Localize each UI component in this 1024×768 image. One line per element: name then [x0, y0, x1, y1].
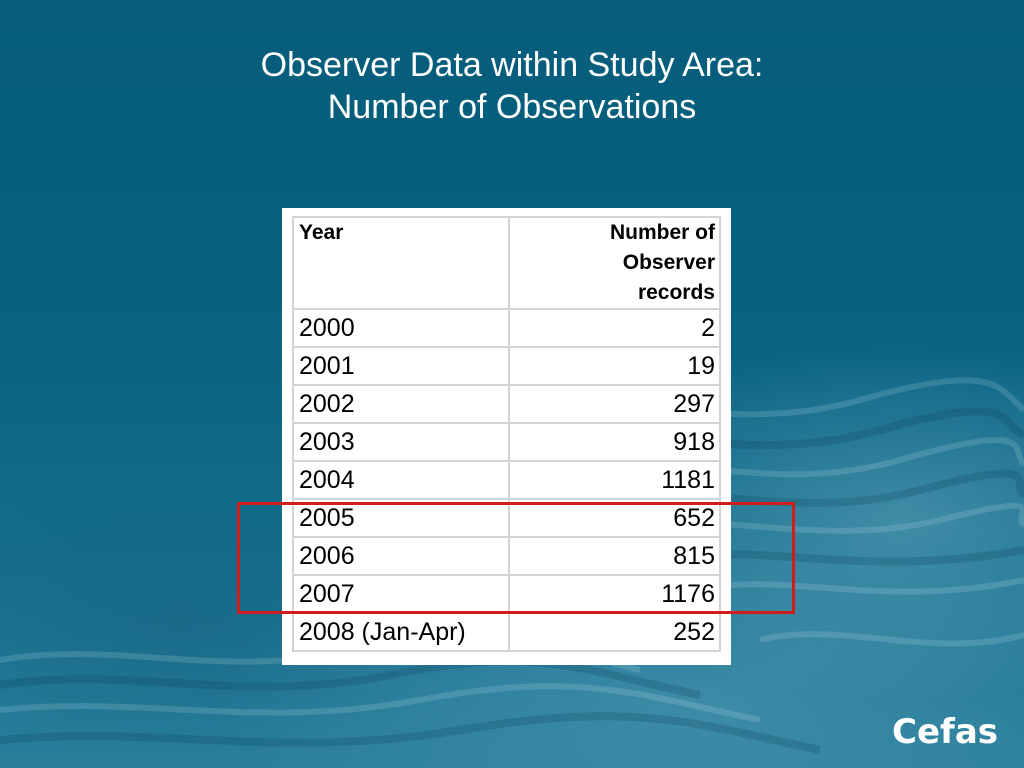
- table-row: 2004 1181: [292, 460, 721, 500]
- table-row: 2005 652: [292, 498, 721, 538]
- cell-year: 2007: [292, 574, 510, 614]
- header-count: Number of Observer records: [508, 216, 721, 310]
- table-panel: Year Number of Observer records 2000 2 2…: [282, 208, 731, 665]
- header-count-line-1: Number of: [610, 221, 715, 244]
- title-line-2: Number of Observations: [327, 88, 697, 126]
- cell-count: 815: [508, 536, 721, 576]
- table-row: 2006 815: [292, 536, 721, 576]
- cell-year: 2000: [292, 308, 510, 348]
- slide-title: Observer Data within Study Area: Number …: [0, 44, 1024, 128]
- title-line-1: Observer Data within Study Area:: [260, 46, 764, 84]
- cell-year: 2006: [292, 536, 510, 576]
- table-header-row: Year Number of Observer records: [292, 216, 721, 310]
- cell-count: 1181: [508, 460, 721, 500]
- table-row: 2003 918: [292, 422, 721, 462]
- cell-year: 2002: [292, 384, 510, 424]
- table-row: 2007 1176: [292, 574, 721, 614]
- observations-table: Year Number of Observer records 2000 2 2…: [292, 216, 721, 652]
- cell-year: 2005: [292, 498, 510, 538]
- cell-year: 2004: [292, 460, 510, 500]
- table-row: 2008 (Jan-Apr) 252: [292, 612, 721, 652]
- cell-count: 297: [508, 384, 721, 424]
- cell-count: 2: [508, 308, 721, 348]
- cell-year: 2008 (Jan-Apr): [292, 612, 510, 652]
- cefas-logo: Cefas: [892, 712, 998, 752]
- cell-count: 1176: [508, 574, 721, 614]
- cell-count: 918: [508, 422, 721, 462]
- header-count-line-2: Observer: [622, 251, 715, 274]
- table-row: 2000 2: [292, 308, 721, 348]
- header-year: Year: [292, 216, 510, 310]
- cell-count: 19: [508, 346, 721, 386]
- header-count-line-3: records: [637, 281, 715, 304]
- cell-year: 2003: [292, 422, 510, 462]
- table-row: 2002 297: [292, 384, 721, 424]
- cell-year: 2001: [292, 346, 510, 386]
- cell-count: 252: [508, 612, 721, 652]
- cell-count: 652: [508, 498, 721, 538]
- table-row: 2001 19: [292, 346, 721, 386]
